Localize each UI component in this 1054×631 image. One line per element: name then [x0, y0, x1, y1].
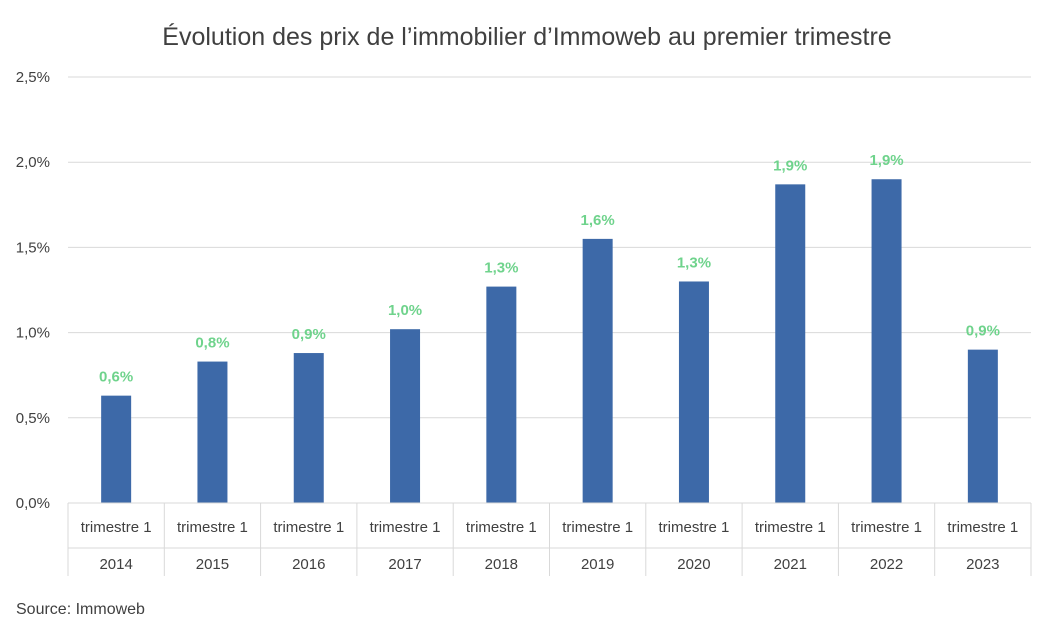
x-tick-year: 2020 — [677, 556, 710, 573]
x-tick-year: 2014 — [99, 556, 132, 573]
bar — [967, 349, 998, 503]
x-tick-year: 2017 — [388, 556, 421, 573]
data-label: 0,8% — [195, 335, 229, 352]
x-axis: trimestre 1 2014 trimestre 1 2015 trimestre … — [67, 502, 1032, 576]
data-label: 0,9% — [966, 323, 1000, 340]
y-tick-label: 0,0% — [16, 495, 50, 512]
data-label: 1,3% — [484, 260, 518, 277]
x-tick-year: 2016 — [292, 556, 325, 573]
x-tick-year: 2015 — [196, 556, 229, 573]
x-tick-quarter: trimestre 1 — [851, 519, 922, 536]
x-tick-quarter: trimestre 1 — [659, 519, 730, 536]
data-label: 0,9% — [292, 326, 326, 343]
x-tick-quarter: trimestre 1 — [755, 519, 826, 536]
bar — [678, 281, 709, 503]
x-tick-year: 2018 — [485, 556, 518, 573]
x-tick-year: 2022 — [870, 556, 903, 573]
y-tick-label: 0,5% — [16, 410, 50, 427]
x-tick-quarter: trimestre 1 — [370, 519, 441, 536]
bar — [582, 238, 613, 503]
data-labels: 0,6% 0,8% 0,9% 1,0% 1,3% 1,6% 1,3% 1,9% 1,9% 0,9% — [99, 152, 1000, 385]
data-label: 1,0% — [388, 302, 422, 319]
data-label: 1,6% — [581, 212, 615, 229]
bar — [197, 361, 228, 503]
bar — [871, 179, 902, 504]
x-tick-year: 2023 — [966, 556, 999, 573]
x-tick-quarter: trimestre 1 — [273, 519, 344, 536]
x-tick-quarter: trimestre 1 — [562, 519, 633, 536]
data-label: 1,9% — [773, 157, 807, 174]
bar — [390, 329, 421, 503]
y-tick-label: 1,5% — [16, 239, 50, 256]
data-label: 1,9% — [869, 152, 903, 169]
data-label: 1,3% — [677, 254, 711, 271]
x-tick-year: 2021 — [774, 556, 807, 573]
y-tick-label: 2,0% — [16, 154, 50, 171]
x-tick-quarter: trimestre 1 — [177, 519, 248, 536]
bar — [293, 353, 324, 503]
x-tick-quarter: trimestre 1 — [466, 519, 537, 536]
source-note: Source: Immoweb — [16, 601, 145, 618]
x-tick-quarter: trimestre 1 — [81, 519, 152, 536]
y-tick-label: 2,5% — [16, 69, 50, 86]
bars — [101, 179, 998, 504]
x-tick-quarter: trimestre 1 — [947, 519, 1018, 536]
y-axis-ticks: 0,0% 0,5% 1,0% 1,5% 2,0% 2,5% — [16, 69, 50, 512]
x-tick-year: 2019 — [581, 556, 614, 573]
y-tick-label: 1,0% — [16, 325, 50, 342]
bar — [486, 286, 517, 503]
bar — [101, 395, 132, 503]
data-label: 0,6% — [99, 369, 133, 386]
chart-title: Évolution des prix de l’immobilier d’Imm… — [162, 22, 891, 51]
bar — [775, 184, 806, 504]
